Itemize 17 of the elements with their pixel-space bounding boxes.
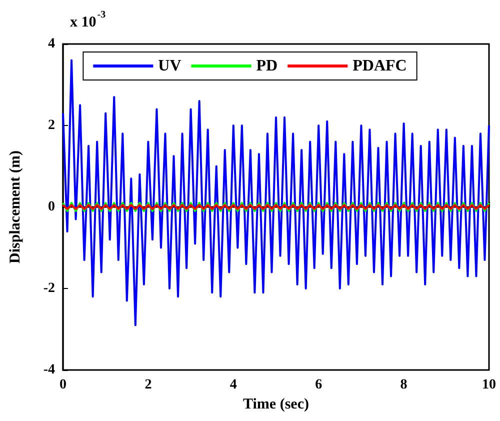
y-tick-label: 4	[48, 36, 55, 52]
legend-label: UV	[158, 58, 182, 74]
y-axis-title: Displacement (m)	[8, 150, 24, 264]
y-tick-label: -2	[43, 281, 55, 296]
legend-label: PD	[256, 58, 278, 74]
x-tick-label: 6	[315, 378, 322, 392]
y-tick-label: -4	[43, 362, 55, 378]
legend-label: PDAFC	[352, 58, 407, 74]
x-tick-label: 2	[144, 378, 152, 392]
line-series	[62, 59, 490, 326]
x-tick-label: 0	[60, 378, 66, 392]
x-tick-label: 8	[400, 378, 408, 392]
x-axis-title: Time (sec)	[243, 396, 309, 412]
y-tick-label: 2	[48, 118, 55, 133]
x-tick-label: 10	[482, 378, 496, 392]
x-tick-label: 4	[230, 378, 237, 392]
y-tick-label: 0	[48, 200, 55, 214]
